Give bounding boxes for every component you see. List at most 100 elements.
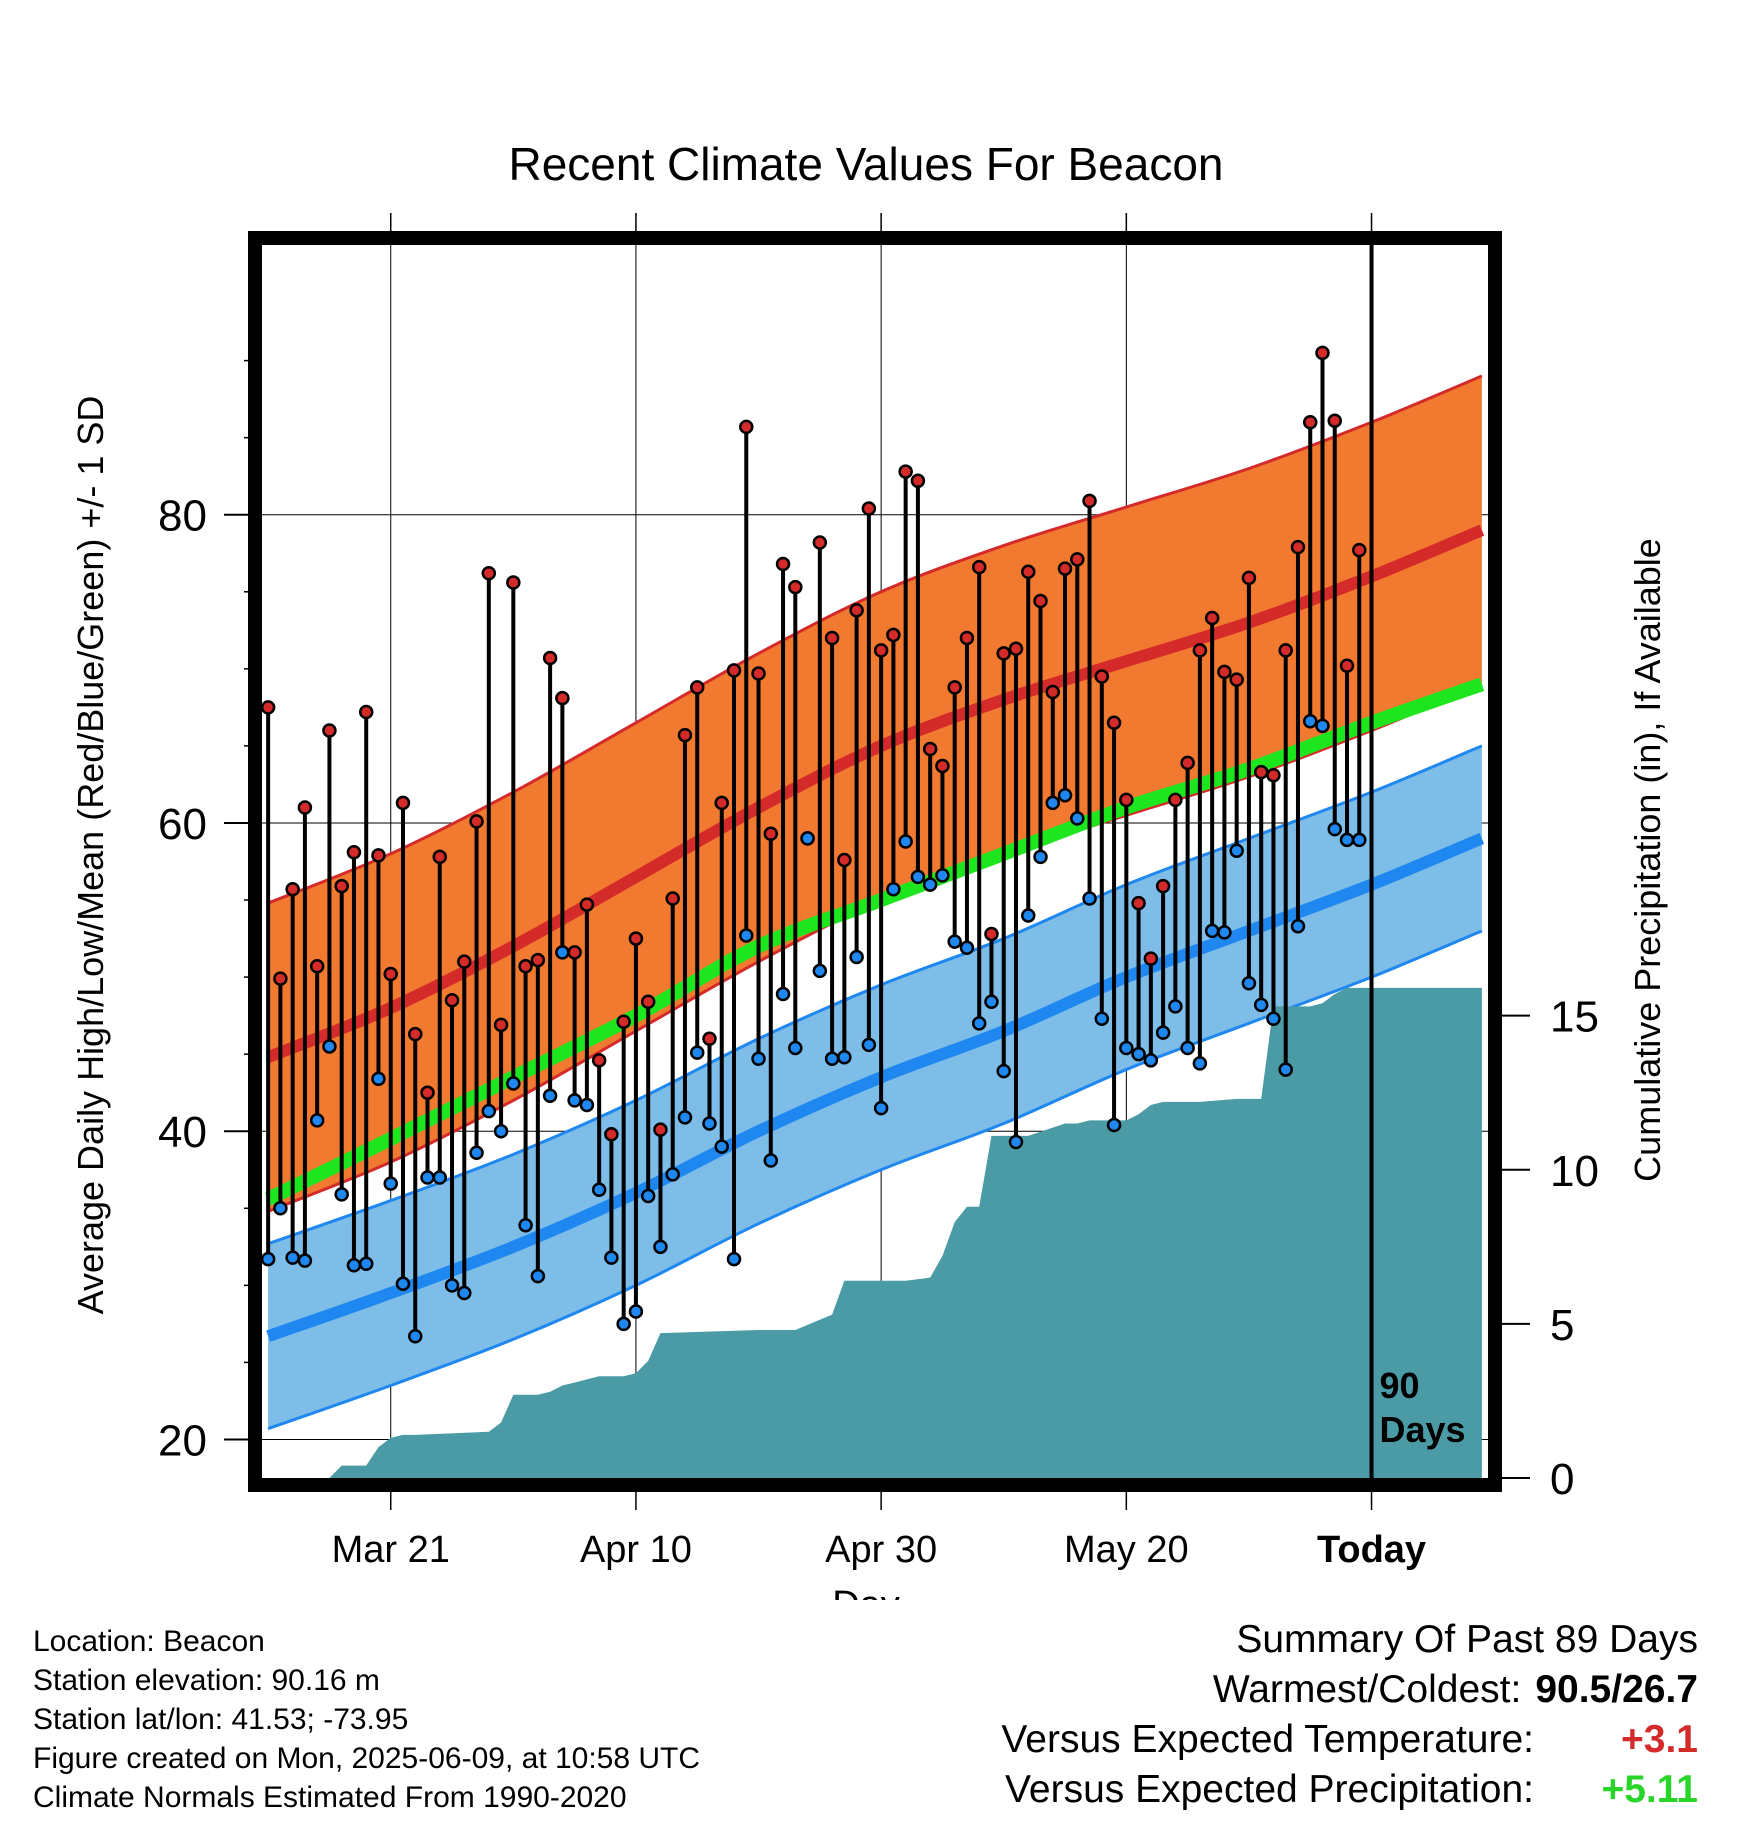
low-point — [1278, 1062, 1293, 1077]
high-point — [1278, 643, 1293, 658]
high-point — [1229, 672, 1244, 687]
low-point — [616, 1316, 631, 1332]
low-point — [542, 1088, 558, 1104]
high-point — [591, 1053, 607, 1068]
low-point — [1021, 908, 1036, 923]
low-point — [837, 1049, 852, 1065]
summary-panel: Summary Of Past 89 Days Warmest/Coldest:… — [1001, 1615, 1698, 1815]
high-point — [677, 727, 693, 743]
high-point — [763, 826, 779, 842]
high-point — [1008, 641, 1024, 657]
low-point — [297, 1253, 313, 1268]
low-point — [898, 834, 913, 849]
high-point — [469, 814, 484, 829]
high-point — [1339, 658, 1355, 674]
high-point — [334, 878, 349, 894]
low-point — [395, 1276, 411, 1292]
low-point — [1192, 1056, 1208, 1071]
low-point — [1266, 1011, 1281, 1026]
low-point — [1180, 1040, 1195, 1056]
low-point — [1315, 718, 1330, 734]
low-point — [971, 1016, 987, 1031]
high-point — [604, 1127, 619, 1142]
low-point — [1033, 849, 1048, 865]
low-point — [506, 1076, 521, 1091]
temp-value: +3.1 — [1621, 1718, 1698, 1761]
low-point — [763, 1153, 779, 1168]
high-point — [1241, 570, 1257, 586]
high-point — [640, 994, 656, 1010]
x-axis-label: Day — [832, 1584, 900, 1600]
high-point — [616, 1014, 631, 1030]
low-point — [1143, 1053, 1159, 1068]
low-point — [922, 877, 938, 892]
low-point — [1229, 843, 1244, 858]
high-point — [1131, 895, 1146, 911]
high-point — [1106, 715, 1122, 731]
y2-tick-label-0: 0 — [1550, 1455, 1574, 1504]
high-point — [886, 627, 901, 643]
temp-label: Versus Expected Temperature: — [1001, 1718, 1534, 1761]
high-point — [628, 931, 644, 946]
low-point — [469, 1145, 484, 1161]
low-point — [591, 1182, 607, 1198]
low-point — [1082, 891, 1097, 906]
high-point — [555, 690, 570, 706]
high-point — [1302, 414, 1318, 430]
high-point — [1119, 792, 1134, 808]
x-tick-label-3: May 20 — [1064, 1529, 1189, 1571]
low-point — [689, 1045, 705, 1060]
high-point — [1082, 493, 1097, 509]
low-point — [1241, 976, 1257, 991]
low-point — [555, 945, 570, 960]
high-point — [812, 535, 828, 550]
low-point — [739, 928, 754, 943]
high-point — [739, 419, 754, 435]
low-point — [1155, 1025, 1171, 1040]
y2-tick-label-3: 15 — [1550, 993, 1599, 1042]
high-point — [457, 954, 472, 969]
high-point — [408, 1026, 423, 1042]
high-point — [1033, 593, 1048, 609]
low-point — [493, 1123, 509, 1139]
y2-tick-label-2: 10 — [1550, 1147, 1599, 1196]
latlon-text: Station lat/lon: 41.53; -73.95 — [33, 1703, 409, 1736]
low-point — [579, 1097, 595, 1113]
low-point — [444, 1278, 460, 1293]
x-tick-label-0: Mar 21 — [332, 1529, 450, 1571]
high-point — [1094, 669, 1110, 684]
low-point — [959, 940, 975, 956]
high-point — [714, 795, 729, 811]
low-point — [886, 881, 901, 897]
high-point — [309, 959, 325, 974]
warmest-value: 90.5/26.7 — [1535, 1668, 1698, 1711]
high-point — [971, 559, 987, 575]
high-point — [726, 663, 742, 678]
high-point — [579, 897, 595, 912]
high-point — [1070, 552, 1085, 567]
low-point — [812, 963, 828, 979]
high-point — [1327, 413, 1342, 428]
high-point — [444, 992, 460, 1008]
high-point — [689, 680, 705, 695]
summary-temp-row: Versus Expected Temperature: +3.1 — [1001, 1715, 1698, 1765]
high-point — [935, 758, 950, 774]
low-point — [775, 986, 791, 1002]
high-point — [285, 881, 300, 897]
summary-precip-row: Versus Expected Precipitation: +5.11 — [1001, 1765, 1698, 1815]
high-point — [996, 646, 1011, 661]
high-point — [984, 926, 999, 942]
high-point — [1290, 539, 1306, 555]
low-point — [273, 1201, 288, 1216]
low-point — [1094, 1011, 1110, 1026]
low-point — [334, 1187, 349, 1202]
high-point — [922, 741, 938, 757]
low-point — [481, 1103, 497, 1119]
y2-axis-label: Cumulative Precipitation (in), If Availa… — [1627, 538, 1668, 1182]
low-point — [873, 1100, 889, 1116]
low-point — [947, 934, 962, 949]
low-point — [309, 1113, 325, 1128]
low-point — [1106, 1117, 1122, 1133]
